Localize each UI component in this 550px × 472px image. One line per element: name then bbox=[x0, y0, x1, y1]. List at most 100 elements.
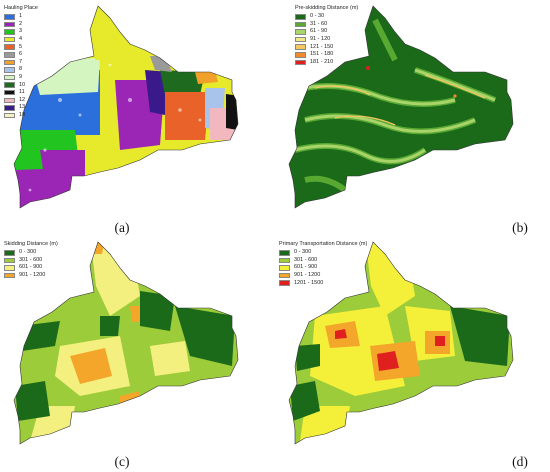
panel-d: Primary Transportation Distance (m) 0 - … bbox=[275, 236, 550, 472]
legend-item: 301 - 600 bbox=[4, 257, 58, 265]
legend-label: 5 bbox=[19, 43, 23, 50]
caption-c: (c) bbox=[114, 454, 130, 469]
legend-swatch bbox=[279, 280, 290, 286]
legend-items: 0 - 30 31 - 60 61 - 90 91 - 120 121 - 150 151… bbox=[295, 13, 358, 66]
legend-swatch bbox=[4, 21, 15, 28]
legend-item: 0 - 30 bbox=[295, 13, 358, 21]
legend-item: 151 - 180 bbox=[295, 51, 358, 59]
legend-items: 0 - 300 301 - 600 601 - 900 901 - 1200 bbox=[4, 249, 58, 279]
legend-label: 91 - 120 bbox=[310, 36, 331, 43]
caption-d: (d) bbox=[512, 454, 528, 469]
legend-swatch bbox=[4, 257, 15, 264]
legend-item: 301 - 600 bbox=[279, 257, 367, 265]
legend-label: 1 bbox=[19, 13, 23, 20]
legend-label: 601 - 900 bbox=[19, 264, 43, 271]
legend-swatch bbox=[4, 97, 15, 104]
legend-label: 0 - 300 bbox=[294, 249, 312, 256]
legend-label: 2 bbox=[19, 20, 23, 27]
legend-label: 7 bbox=[19, 58, 23, 65]
legend-item: 5 bbox=[4, 43, 38, 51]
legend-item: 181 - 210 bbox=[295, 59, 358, 67]
map-pre-skidding-distance bbox=[288, 5, 514, 209]
legend-swatch bbox=[295, 36, 306, 43]
legend-title: Hauling Place bbox=[4, 5, 38, 11]
legend-swatch bbox=[279, 257, 290, 264]
legend-label: 301 - 600 bbox=[294, 256, 318, 263]
legend-b: Pre-skidding Distance (m) 0 - 30 31 - 60 6… bbox=[295, 5, 358, 66]
legend-swatch bbox=[4, 112, 15, 119]
legend-swatch bbox=[295, 59, 306, 66]
legend-swatch bbox=[279, 250, 290, 256]
legend-item: 61 - 90 bbox=[295, 28, 358, 36]
legend-label: 0 - 300 bbox=[19, 249, 37, 256]
legend-item: 9 bbox=[4, 74, 38, 82]
legend-swatch bbox=[4, 59, 15, 66]
legend-item: 11 bbox=[4, 89, 38, 97]
legend-swatch bbox=[4, 272, 15, 279]
legend-label: 121 - 150 bbox=[310, 43, 334, 50]
legend-swatch bbox=[4, 250, 15, 256]
legend-swatch bbox=[4, 14, 15, 20]
legend-label: 601 - 900 bbox=[294, 264, 318, 271]
legend-swatch bbox=[4, 74, 15, 81]
legend-label: 151 - 180 bbox=[310, 51, 334, 58]
legend-item: 13 bbox=[4, 104, 38, 112]
legend-items: 0 - 300 301 - 600 601 - 900 901 - 1200 1201 … bbox=[279, 249, 367, 287]
legend-item: 0 - 300 bbox=[279, 249, 367, 257]
legend-swatch bbox=[4, 29, 15, 35]
legend-swatch bbox=[4, 105, 15, 111]
panel-a: Hauling Place 1 2 3 4 5 6 7 8 9 10 11 12 13 18 (a) bbox=[0, 0, 275, 236]
legend-item: 18 bbox=[4, 112, 38, 120]
legend-swatch bbox=[279, 272, 290, 279]
legend-swatch bbox=[4, 89, 15, 96]
legend-label: 901 - 1200 bbox=[294, 272, 321, 279]
legend-swatch bbox=[295, 44, 306, 50]
legend-label: 301 - 600 bbox=[19, 256, 43, 263]
legend-swatch bbox=[295, 21, 306, 28]
legend-item: 10 bbox=[4, 81, 38, 89]
legend-label: 10 bbox=[19, 81, 26, 88]
legend-item: 6 bbox=[4, 51, 38, 59]
legend-item: 31 - 60 bbox=[295, 21, 358, 29]
legend-title: Pre-skidding Distance (m) bbox=[295, 5, 359, 11]
map-primary-transportation-distance bbox=[288, 241, 514, 445]
legend-swatch bbox=[295, 52, 306, 58]
panel-b: Pre-skidding Distance (m) 0 - 30 31 - 60 6… bbox=[275, 0, 550, 236]
legend-label: 12 bbox=[19, 96, 26, 103]
legend-item: 901 - 1200 bbox=[279, 272, 367, 280]
legend-item: 601 - 900 bbox=[279, 264, 367, 272]
legend-item: 901 - 1200 bbox=[4, 272, 58, 280]
legend-title: Skidding Distance (m) bbox=[4, 241, 58, 247]
legend-item: 1201 - 1500 bbox=[279, 279, 367, 287]
legend-item: 121 - 150 bbox=[295, 43, 358, 51]
legend-label: 181 - 210 bbox=[310, 58, 334, 65]
legend-label: 13 bbox=[19, 104, 26, 111]
legend-item: 2 bbox=[4, 21, 38, 29]
legend-label: 901 - 1200 bbox=[19, 272, 46, 279]
legend-swatch bbox=[4, 67, 15, 73]
panel-c: Skidding Distance (m) 0 - 300 301 - 600 60… bbox=[0, 236, 275, 472]
legend-swatch bbox=[4, 82, 15, 88]
legend-swatch bbox=[295, 14, 306, 20]
legend-title: Primary Transportation Distance (m) bbox=[279, 241, 368, 247]
legend-swatch bbox=[295, 29, 306, 35]
legend-c: Skidding Distance (m) 0 - 300 301 - 600 60… bbox=[4, 241, 58, 279]
legend-swatch bbox=[4, 36, 15, 43]
map-skidding-distance bbox=[13, 241, 239, 445]
legend-label: 0 - 30 bbox=[310, 13, 325, 20]
legend-label: 31 - 60 bbox=[310, 20, 328, 27]
legend-item: 3 bbox=[4, 28, 38, 36]
legend-label: 8 bbox=[19, 66, 23, 73]
caption-a: (a) bbox=[114, 220, 130, 235]
legend-item: 1 bbox=[4, 13, 38, 21]
legend-label: 3 bbox=[19, 28, 23, 35]
legend-a: Hauling Place 1 2 3 4 5 6 7 8 9 10 11 12 13 18 bbox=[4, 5, 38, 119]
legend-item: 91 - 120 bbox=[295, 36, 358, 44]
caption-b: (b) bbox=[512, 220, 528, 235]
legend-swatch bbox=[4, 52, 15, 58]
legend-label: 4 bbox=[19, 36, 23, 43]
legend-item: 8 bbox=[4, 66, 38, 74]
legend-item: 4 bbox=[4, 36, 38, 44]
legend-label: 61 - 90 bbox=[310, 28, 328, 35]
legend-label: 6 bbox=[19, 51, 23, 58]
